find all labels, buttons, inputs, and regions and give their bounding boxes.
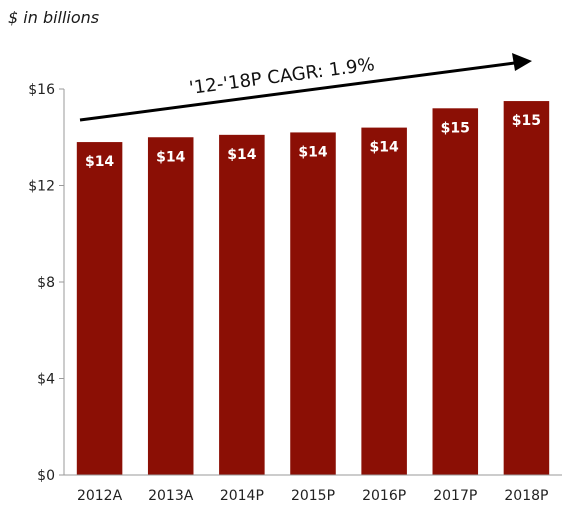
data-label-2017P: $15 — [441, 120, 470, 136]
data-label-2012A: $14 — [85, 154, 114, 170]
data-label-2013A: $14 — [156, 149, 185, 165]
cagr-arrow-line — [79, 60, 523, 122]
chart-subtitle: $ in billions — [8, 8, 100, 27]
bar-2018P — [503, 101, 550, 475]
bar-2012A — [76, 142, 123, 475]
bar-2017P — [432, 108, 479, 476]
x-axis: 2012A 2013A 2014P 2015P 2016P 2017P 2018P — [64, 474, 562, 504]
bars: $14 $14 $14 $14 $14 $15 $15 — [76, 101, 550, 476]
y-tick-label: $4 — [37, 372, 55, 388]
data-label-2018P: $15 — [512, 113, 541, 129]
y-axis: $0 $4 $8 $12 $16 — [28, 82, 65, 484]
x-tick-label-2013A: 2013A — [148, 488, 194, 504]
bar-2013A — [147, 137, 194, 475]
cagr-arrow-head — [512, 53, 532, 71]
y-tick-label: $8 — [37, 275, 55, 291]
x-tick-label-2012A: 2012A — [77, 488, 123, 504]
bar-2015P — [290, 132, 336, 476]
y-tick-label: $12 — [28, 179, 55, 195]
bar-2014P — [219, 134, 265, 475]
x-tick-label-2016P: 2016P — [362, 488, 406, 504]
x-tick-label-2018P: 2018P — [504, 488, 548, 504]
x-tick-label-2017P: 2017P — [433, 488, 477, 504]
data-label-2016P: $14 — [370, 140, 399, 156]
data-label-2015P: $14 — [298, 144, 327, 160]
y-tick-label: $16 — [28, 82, 55, 98]
x-tick-label-2014P: 2014P — [220, 488, 264, 504]
x-tick-label-2015P: 2015P — [291, 488, 335, 504]
y-tick-label: $0 — [37, 468, 55, 484]
bar-2016P — [361, 127, 407, 475]
data-label-2014P: $14 — [227, 147, 256, 163]
